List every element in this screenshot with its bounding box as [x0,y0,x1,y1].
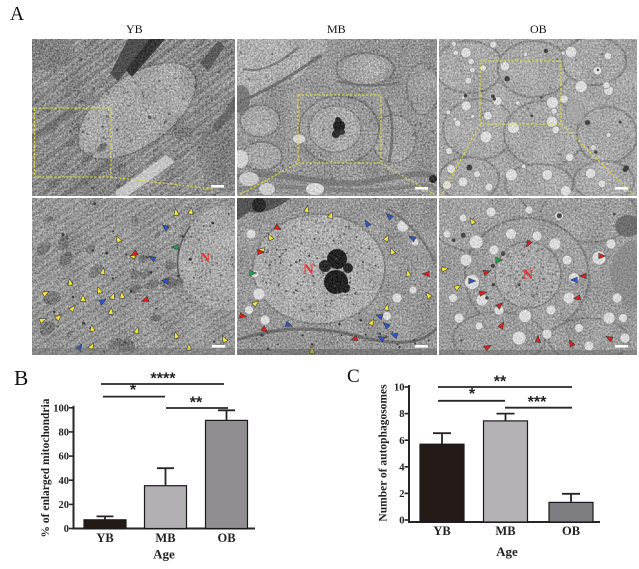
svg-text:YB: YB [96,531,113,545]
svg-text:60: 60 [59,452,70,463]
svg-text:Number of autophagosomes: Number of autophagosomes [378,384,390,522]
svg-text:6: 6 [399,436,404,447]
svg-text:4: 4 [399,462,405,473]
svg-text:80: 80 [59,428,70,439]
svg-text:2: 2 [399,489,404,500]
svg-text:0: 0 [64,524,69,535]
svg-text:*: * [469,386,476,403]
svg-text:OB: OB [562,524,580,538]
svg-text:****: **** [151,371,177,388]
svg-text:OB: OB [217,531,235,545]
svg-text:MB: MB [495,524,515,538]
svg-text:*: * [130,382,137,399]
svg-text:8: 8 [399,409,404,420]
svg-text:N: N [303,262,314,278]
svg-text:N: N [523,268,533,283]
svg-text:Age: Age [496,544,518,559]
svg-text:20: 20 [59,500,70,511]
svg-text:MB: MB [155,531,175,545]
svg-text:40: 40 [59,476,70,487]
svg-text:YB: YB [433,524,450,538]
svg-text:Age: Age [153,547,175,562]
svg-text:100: 100 [53,403,69,414]
svg-text:% of enlarged mitochondria: % of enlarged mitochondria [40,398,52,537]
svg-text:***: *** [528,394,547,411]
svg-text:N: N [200,251,210,266]
svg-text:0: 0 [399,516,404,527]
svg-text:**: ** [190,395,203,412]
svg-text:**: ** [494,374,507,391]
svg-text:10: 10 [394,383,405,394]
